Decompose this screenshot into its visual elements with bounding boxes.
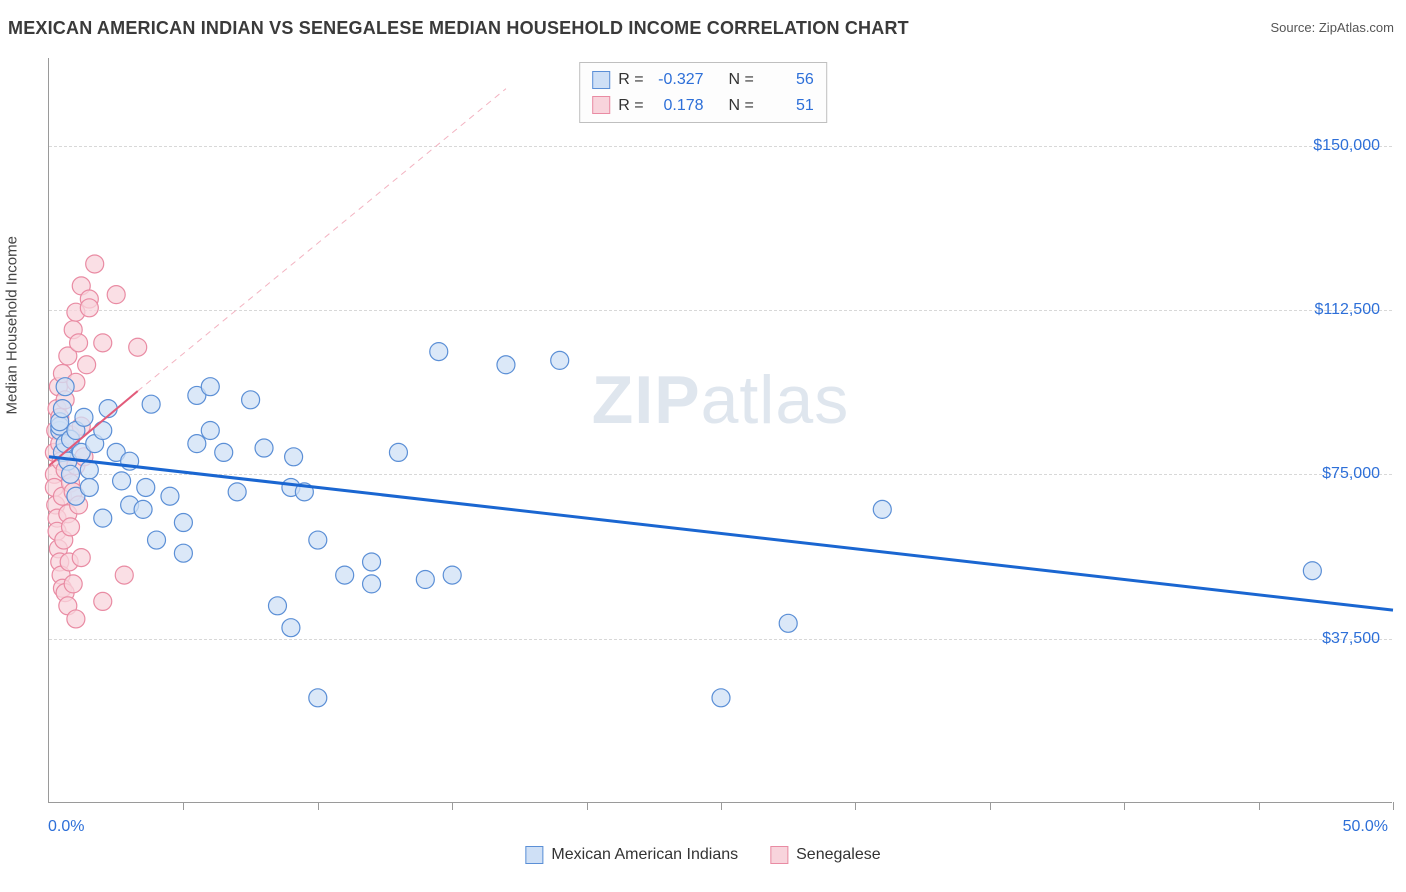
scatter-point-senegalese [129, 338, 147, 356]
scatter-point-mexican-american-indian [242, 391, 260, 409]
plot-area: $37,500$75,000$112,500$150,000 ZIPatlas [48, 58, 1392, 803]
n-label-1: N = [728, 67, 753, 93]
scatter-point-senegalese [94, 334, 112, 352]
scatter-point-senegalese [115, 566, 133, 584]
source-credit: Source: ZipAtlas.com [1270, 20, 1394, 35]
x-tick [1124, 802, 1125, 810]
scatter-point-mexican-american-indian [53, 400, 71, 418]
r-value-1: -0.327 [652, 67, 704, 93]
scatter-point-mexican-american-indian [62, 465, 80, 483]
source-name: ZipAtlas.com [1319, 20, 1394, 35]
scatter-point-mexican-american-indian [113, 472, 131, 490]
scatter-point-mexican-american-indian [309, 531, 327, 549]
trendline-ext-senegalese [138, 89, 506, 391]
legend-item-series-1: Mexican American Indians [525, 846, 738, 864]
scatter-point-mexican-american-indian [137, 478, 155, 496]
scatter-point-mexican-american-indian [1303, 562, 1321, 580]
trendline-mexican-american-indian [49, 457, 1393, 610]
scatter-point-mexican-american-indian [142, 395, 160, 413]
scatter-point-senegalese [80, 299, 98, 317]
scatter-svg [49, 58, 1392, 802]
x-tick [990, 802, 991, 810]
scatter-point-mexican-american-indian [56, 378, 74, 396]
x-axis-max-label: 50.0% [1343, 818, 1388, 836]
x-tick [1393, 802, 1394, 810]
scatter-point-senegalese [70, 334, 88, 352]
scatter-point-mexican-american-indian [75, 408, 93, 426]
scatter-point-mexican-american-indian [712, 689, 730, 707]
x-tick [183, 802, 184, 810]
scatter-point-mexican-american-indian [268, 597, 286, 615]
stats-legend: R = -0.327 N = 56 R = 0.178 N = 51 [579, 62, 827, 123]
scatter-point-senegalese [107, 286, 125, 304]
x-tick [1259, 802, 1260, 810]
stats-row-series-1: R = -0.327 N = 56 [592, 67, 814, 93]
scatter-point-mexican-american-indian [443, 566, 461, 584]
r-label-1: R = [618, 67, 643, 93]
x-tick [721, 802, 722, 810]
legend-item-series-2: Senegalese [770, 846, 881, 864]
legend-label-series-2: Senegalese [796, 846, 881, 864]
scatter-point-mexican-american-indian [363, 553, 381, 571]
scatter-point-mexican-american-indian [336, 566, 354, 584]
scatter-point-mexican-american-indian [148, 531, 166, 549]
scatter-point-mexican-american-indian [416, 571, 434, 589]
scatter-point-mexican-american-indian [174, 514, 192, 532]
stats-row-series-2: R = 0.178 N = 51 [592, 93, 814, 119]
swatch-series-2 [592, 96, 610, 114]
scatter-point-mexican-american-indian [94, 509, 112, 527]
scatter-point-mexican-american-indian [201, 422, 219, 440]
scatter-point-mexican-american-indian [161, 487, 179, 505]
scatter-point-senegalese [78, 356, 96, 374]
n-value-1: 56 [762, 67, 814, 93]
scatter-point-mexican-american-indian [497, 356, 515, 374]
scatter-point-mexican-american-indian [282, 619, 300, 637]
scatter-point-mexican-american-indian [430, 343, 448, 361]
legend-label-series-1: Mexican American Indians [551, 846, 738, 864]
swatch-series-1 [592, 71, 610, 89]
x-axis-min-label: 0.0% [48, 818, 84, 836]
scatter-point-mexican-american-indian [285, 448, 303, 466]
scatter-point-senegalese [62, 518, 80, 536]
scatter-point-mexican-american-indian [134, 500, 152, 518]
scatter-point-mexican-american-indian [94, 422, 112, 440]
legend-swatch-series-1 [525, 846, 543, 864]
r-value-2: 0.178 [652, 93, 704, 119]
series-legend: Mexican American Indians Senegalese [525, 846, 880, 864]
scatter-point-mexican-american-indian [201, 378, 219, 396]
chart-title: MEXICAN AMERICAN INDIAN VS SENEGALESE ME… [8, 18, 909, 39]
x-tick [587, 802, 588, 810]
n-label-2: N = [728, 93, 753, 119]
scatter-point-senegalese [72, 549, 90, 567]
scatter-point-mexican-american-indian [188, 435, 206, 453]
scatter-point-mexican-american-indian [389, 443, 407, 461]
scatter-point-mexican-american-indian [174, 544, 192, 562]
scatter-point-mexican-american-indian [363, 575, 381, 593]
scatter-point-senegalese [86, 255, 104, 273]
x-tick [318, 802, 319, 810]
scatter-point-mexican-american-indian [228, 483, 246, 501]
n-value-2: 51 [762, 93, 814, 119]
scatter-point-senegalese [64, 575, 82, 593]
x-tick [452, 802, 453, 810]
scatter-point-mexican-american-indian [80, 461, 98, 479]
scatter-point-mexican-american-indian [255, 439, 273, 457]
scatter-point-mexican-american-indian [215, 443, 233, 461]
y-axis-label: Median Household Income [4, 236, 21, 414]
legend-swatch-series-2 [770, 846, 788, 864]
x-tick [855, 802, 856, 810]
correlation-chart: MEXICAN AMERICAN INDIAN VS SENEGALESE ME… [0, 0, 1406, 892]
scatter-point-mexican-american-indian [80, 478, 98, 496]
scatter-point-mexican-american-indian [873, 500, 891, 518]
scatter-point-mexican-american-indian [309, 689, 327, 707]
source-prefix: Source: [1270, 20, 1318, 35]
scatter-point-mexican-american-indian [551, 351, 569, 369]
scatter-point-mexican-american-indian [779, 614, 797, 632]
scatter-point-senegalese [94, 592, 112, 610]
scatter-point-senegalese [67, 610, 85, 628]
r-label-2: R = [618, 93, 643, 119]
